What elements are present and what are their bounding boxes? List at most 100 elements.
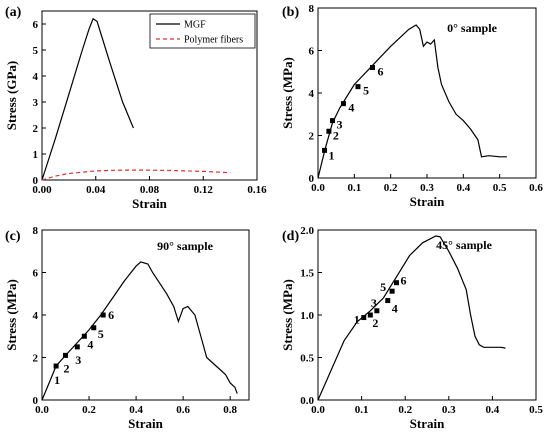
marker-label: 5 xyxy=(363,84,369,98)
y-tick-label: 8 xyxy=(33,225,39,237)
panel-a: 0.00 0.04 0.08 0.12 0.16 0 1 2 3 4 5 6 Strain Stress … xyxy=(4,5,267,211)
marker-point xyxy=(389,288,395,294)
marker-label: 2 xyxy=(372,316,378,330)
marker-label: 6 xyxy=(400,274,406,288)
y-tick-label: 1 xyxy=(33,149,39,161)
x-tick-label: 0.3 xyxy=(420,182,434,194)
sample-annotation: 0° sample xyxy=(447,21,497,35)
series-line-mgf xyxy=(41,17,134,181)
y-tick-label: 3 xyxy=(33,97,39,109)
x-axis-label: Strain xyxy=(410,194,445,209)
x-tick-label: 0.4 xyxy=(129,404,143,416)
marker-label: 3 xyxy=(371,296,377,310)
marker-point xyxy=(53,363,59,369)
plot-frame xyxy=(317,229,537,401)
legend: MGF Polymer fibers xyxy=(149,13,256,49)
x-axis-label: Strain xyxy=(132,196,167,211)
x-tick-label: 0.1 xyxy=(355,404,369,416)
marker-point xyxy=(322,147,328,153)
y-tick-label: 6 xyxy=(33,268,39,280)
x-tick-label: 0.1 xyxy=(347,182,361,194)
legend-box xyxy=(149,13,256,49)
y-tick-label: 4 xyxy=(33,71,39,83)
marker-label: 3 xyxy=(75,353,81,367)
marker-label: 6 xyxy=(378,65,384,79)
y-tick-label: 6 xyxy=(309,46,315,58)
x-tick-label: 0.4 xyxy=(456,182,470,194)
x-tick-label: 0.12 xyxy=(194,184,214,196)
marker-point xyxy=(326,128,332,134)
x-tick-label: 0.5 xyxy=(529,404,543,416)
y-tick-label: 2 xyxy=(33,353,39,365)
x-tick-label: 0.00 xyxy=(32,184,52,196)
x-axis-label: Strain xyxy=(410,416,445,431)
x-tick-label: 0.2 xyxy=(82,404,96,416)
y-tick-label: 4 xyxy=(309,88,315,100)
marker-point xyxy=(367,312,373,318)
y-tick-label: 8 xyxy=(309,3,315,15)
series-line-polymer-fibers xyxy=(41,169,231,181)
x-tick-label: 0.6 xyxy=(529,182,543,194)
plot-frame xyxy=(41,229,250,401)
y-tick-label: 1.5 xyxy=(300,268,314,280)
marker-label: 1 xyxy=(54,373,60,387)
y-tick-label: 0.0 xyxy=(300,395,314,407)
marker-point xyxy=(100,312,106,318)
marker-label: 1 xyxy=(354,313,360,327)
x-tick-label: 0.0 xyxy=(35,404,49,416)
marker-label: 5 xyxy=(98,327,104,341)
y-tick-label: 0 xyxy=(33,175,39,187)
marker-label: 1 xyxy=(329,148,335,162)
marker-label: 2 xyxy=(333,128,339,142)
series-line-0 xyxy=(317,24,507,179)
x-tick-label: 0.0 xyxy=(311,404,325,416)
marker-label: 6 xyxy=(108,308,114,322)
marker-point xyxy=(340,101,346,107)
marker-point xyxy=(81,333,87,339)
marker-point xyxy=(91,325,97,331)
y-tick-label: 6 xyxy=(33,19,39,31)
sample-annotation: 45° sample xyxy=(436,238,492,252)
y-tick-label: 4 xyxy=(33,310,39,322)
marker-point xyxy=(374,308,380,314)
marker-point xyxy=(63,352,69,358)
x-tick-label: 0.3 xyxy=(442,404,456,416)
marker-label: 2 xyxy=(64,361,70,375)
panel-d: 0.0 0.1 0.2 0.3 0.4 0.5 0.0 0.5 1.0 1.5 2.0 Strain S… xyxy=(280,225,543,431)
y-tick-label: 0.5 xyxy=(300,353,314,365)
x-tick-label: 0.5 xyxy=(493,182,507,194)
x-tick-label: 0.2 xyxy=(384,182,398,194)
y-tick-label: 2 xyxy=(309,131,315,143)
x-tick-label: 0.08 xyxy=(140,184,160,196)
x-tick-label: 0.16 xyxy=(247,184,267,196)
panel-label: (c) xyxy=(5,229,21,244)
marker-point xyxy=(385,298,391,304)
legend-entry: MGF xyxy=(184,20,206,31)
marker-point xyxy=(355,84,361,90)
x-tick-label: 0.8 xyxy=(223,404,237,416)
marker-label: 3 xyxy=(337,118,343,132)
marker-point xyxy=(370,65,375,70)
y-tick-label: 2.0 xyxy=(300,225,314,237)
marker-point xyxy=(393,280,399,286)
marker-label: 4 xyxy=(348,101,354,115)
y-tick-label: 0 xyxy=(33,395,39,407)
legend-entry: Polymer fibers xyxy=(184,35,243,46)
x-tick-label: 0.0 xyxy=(311,182,325,194)
y-axis-label: Stress (MPa) xyxy=(280,279,295,351)
series-line-0 xyxy=(41,261,238,401)
panel-label: (d) xyxy=(282,229,299,244)
x-tick-label: 0.4 xyxy=(486,404,500,416)
x-tick-label: 0.2 xyxy=(398,404,412,416)
marker-label: 4 xyxy=(392,302,398,316)
x-tick-label: 0.04 xyxy=(86,184,106,196)
y-axis-label: Stress (MPa) xyxy=(4,279,19,351)
x-tick-label: 0.6 xyxy=(176,404,190,416)
panel-label: (a) xyxy=(5,5,22,20)
x-axis-label: Strain xyxy=(128,416,163,431)
y-axis-label: Stress (MPa) xyxy=(280,57,295,129)
marker-label: 5 xyxy=(380,280,386,294)
y-tick-label: 0 xyxy=(309,173,315,185)
